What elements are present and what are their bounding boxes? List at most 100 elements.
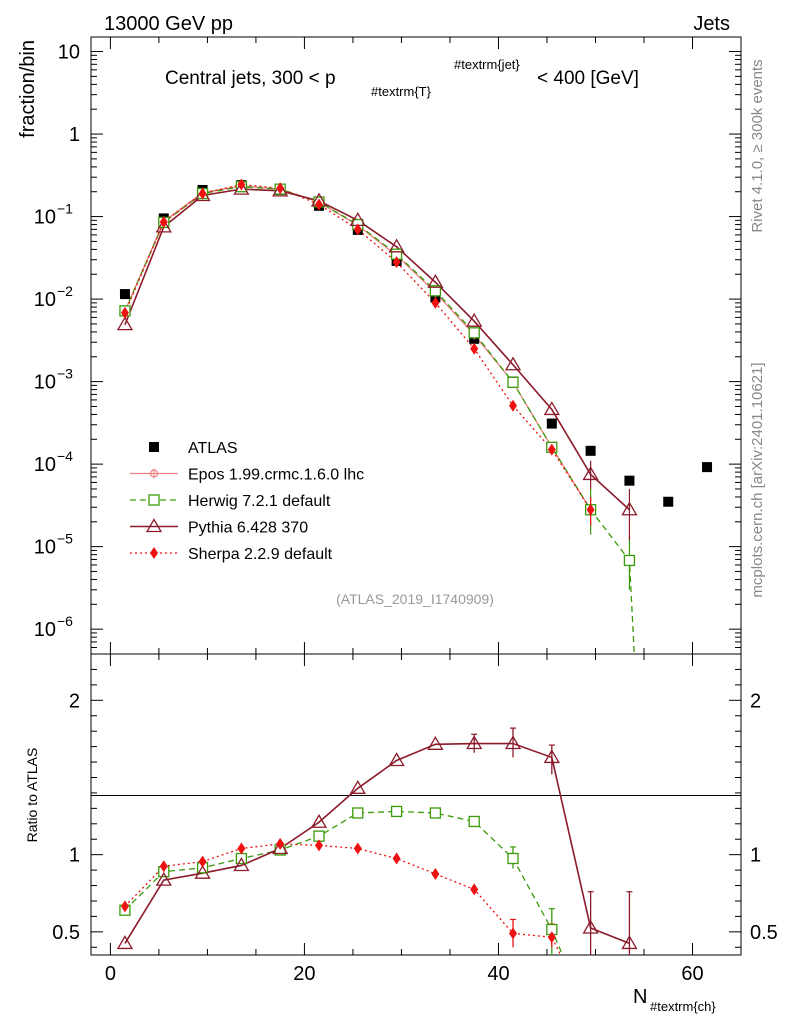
pythia-ratio-point	[621, 935, 638, 950]
legend-marker-epos	[149, 468, 159, 479]
main-y-tick-label: 10	[34, 289, 56, 311]
pythia-ratio-point	[310, 813, 328, 828]
x-tick-label: 20	[293, 963, 315, 985]
legend-label-atlas: ATLAS	[188, 440, 238, 457]
sherpa-ratio-line	[124, 843, 562, 956]
sherpa-ratio-point	[237, 842, 246, 855]
pythia-ratio-line	[124, 742, 630, 945]
pythia-ratio-point	[466, 735, 483, 750]
sherpa-point	[586, 503, 595, 516]
sherpa-ratio-point	[431, 867, 440, 880]
pythia-ratio-point	[543, 749, 560, 764]
main-y-tick-exp: −1	[57, 201, 73, 217]
legend-marker-sherpa	[150, 547, 158, 559]
sherpa-ratio-point	[314, 839, 323, 852]
main-y-tick-exp: −6	[57, 613, 73, 629]
main-y-tick-exp: −2	[57, 283, 73, 299]
mcplots-label: mcplots.cern.ch [arXiv:2401.10621]	[749, 362, 766, 597]
sherpa-ratio-point	[470, 883, 479, 896]
legend-marker-atlas	[149, 442, 159, 452]
ratio-y-tick-label-right: 2	[750, 690, 761, 712]
sherpa-ratio-point	[159, 860, 168, 873]
xlabel-main: N	[633, 986, 647, 1008]
atlas-point	[585, 445, 596, 456]
sherpa-ratio-point	[509, 927, 518, 940]
title-main: Central jets, 300 < p	[165, 68, 336, 89]
sherpa-point	[276, 182, 285, 195]
herwig-ratio-point	[507, 852, 519, 865]
legend-marker-herwig	[148, 494, 160, 506]
atlas-point	[546, 418, 557, 429]
herwig-ratio-point	[390, 805, 403, 818]
pythia-ratio-point	[388, 752, 405, 767]
legend-label-epos: Epos 1.99.crmc.1.6.0 lhc	[188, 467, 364, 484]
pythia-line	[124, 188, 630, 511]
ratio-y-axis: 0.5 0.5 1 1 2 2	[52, 668, 778, 948]
sherpa-point	[237, 178, 246, 191]
pythia-point	[504, 356, 522, 371]
sherpa-point	[431, 296, 440, 309]
main-y-tick-exp: −5	[57, 531, 73, 547]
pythia-point	[466, 312, 483, 327]
sherpa-point	[198, 187, 207, 200]
ratio-ylabel: Ratio to ATLAS	[24, 748, 40, 843]
pythia-point	[543, 401, 560, 416]
legend-label-pythia: Pythia 6.428 370	[188, 520, 308, 537]
main-y-tick-label: 10	[58, 42, 80, 64]
herwig-ratio-line	[124, 810, 564, 956]
ratio-frame	[90, 653, 742, 956]
sherpa-point	[547, 443, 556, 456]
main-series	[116, 178, 713, 655]
pythia-ratio-point	[582, 919, 599, 934]
pythia-point	[582, 466, 599, 481]
pythia-point	[155, 218, 172, 233]
xlabel-sub: #textrm{ch}	[650, 999, 716, 1014]
main-ylabel: fraction/bin	[17, 40, 39, 138]
pythia-ratio-point	[116, 935, 134, 950]
legend: ATLAS Epos 1.99.crmc.1.6.0 lhc Herwig 7.2.…	[130, 440, 364, 563]
sherpa-point	[392, 256, 401, 269]
ratio-y-tick-label: 2	[69, 690, 80, 712]
title-sub: #textrm{T}	[371, 84, 432, 99]
analysis-id: (ATLAS_2019_I1740909)	[336, 591, 494, 607]
sherpa-ratio-point	[198, 855, 207, 868]
ratio-panel: 0.5 0.5 1 1 2 2 0 20 40 60 Ratio to ATLAS N #tex…	[24, 653, 778, 1014]
x-tick-label: 40	[487, 963, 509, 985]
pythia-point	[427, 273, 444, 288]
ratio-series	[116, 727, 638, 956]
pythia-point	[272, 182, 289, 197]
pythia-point	[388, 238, 405, 253]
title-end: < 400 [GeV]	[537, 68, 639, 89]
pythia-ratio-point	[504, 735, 522, 750]
herwig-ratio-point	[468, 815, 480, 828]
pythia-ratio-point	[427, 736, 444, 750]
sherpa-point	[509, 399, 518, 412]
main-y-tick-label: 10	[34, 207, 56, 229]
sherpa-point	[120, 306, 129, 319]
legend-marker-pythia	[145, 518, 163, 533]
ratio-y-tick-label: 0.5	[52, 922, 80, 944]
main-y-tick-label: 10	[34, 372, 56, 394]
pythia-point	[233, 180, 250, 195]
title-sup: #textrm{jet}	[454, 57, 520, 72]
herwig-ratio-point	[429, 807, 442, 819]
pythia-ratio-point	[233, 857, 250, 872]
pythia-ratio-point	[272, 840, 289, 855]
sherpa-point	[314, 198, 323, 211]
chart-title: Central jets, 300 < p #textrm{T} #textrm…	[165, 57, 639, 99]
herwig-point	[468, 327, 480, 339]
main-y-tick-label: 1	[69, 124, 80, 146]
ratio-x-axis: 0 20 40 60	[105, 654, 704, 985]
pythia-point	[621, 501, 638, 516]
x-tick-label: 0	[105, 963, 116, 985]
pythia-ratio-point	[194, 864, 211, 879]
legend-label-herwig: Herwig 7.2.1 default	[188, 493, 331, 510]
legend-label-sherpa: Sherpa 2.2.9 default	[188, 546, 333, 563]
sherpa-point	[470, 342, 479, 355]
atlas-point	[702, 462, 713, 473]
main-y-tick-label: 10	[34, 537, 56, 559]
main-x-axis	[109, 37, 693, 654]
herwig-point	[429, 285, 442, 297]
header-left: 13000 GeV pp	[104, 13, 233, 35]
sherpa-ratio-point	[353, 842, 362, 855]
